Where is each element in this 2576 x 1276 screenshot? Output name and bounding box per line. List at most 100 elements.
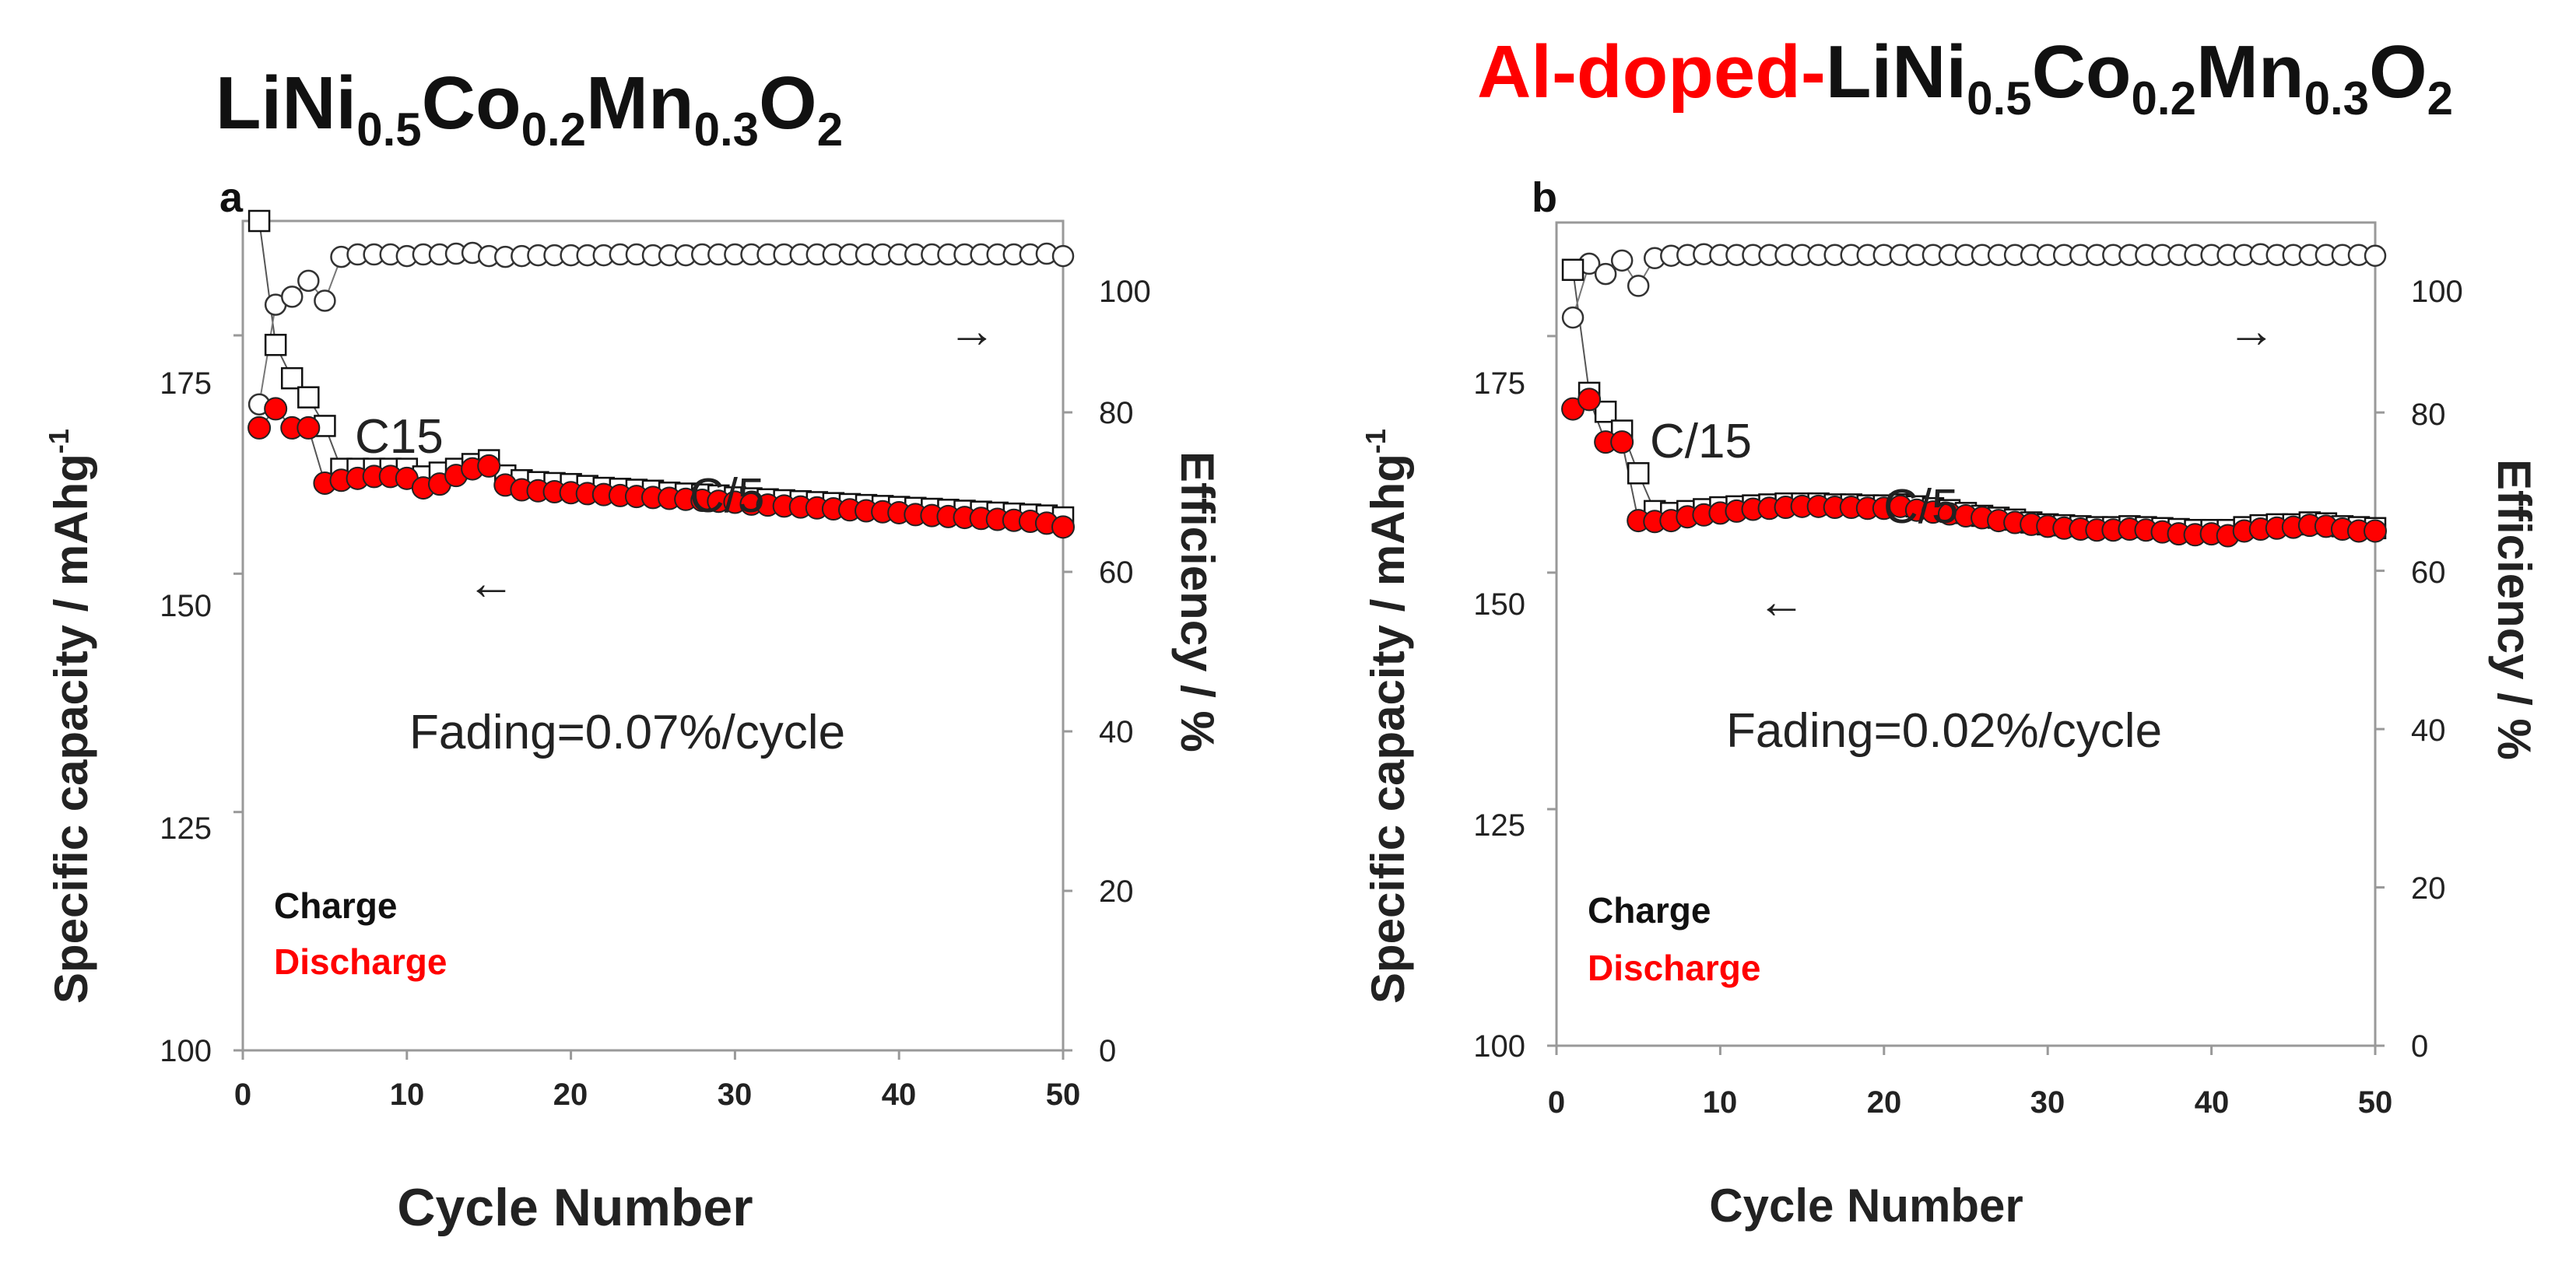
panel-b-charge-point [1627,462,1650,485]
panel-b-discharge-point [2364,519,2387,543]
panel-b-y-right-tick-labels: 0 20 40 60 80 100 [2411,275,2463,1064]
panel-a-title-li: LiNi [216,61,356,145]
panel-b-x-tick-labels: 0 10 20 30 40 50 [1548,1085,2392,1120]
panel-a-chart: LiNi0.5Co0.2Mn0.3O2 a 0 10 20 30 40 50 1… [43,61,1223,1237]
panel-b-y-left-axis-label: Specific capacity / mAhg-1 [1360,429,1414,1004]
panel-b-xtick-10: 10 [1703,1085,1738,1120]
panel-a-annotation-fading: Fading=0.07%/cycle [409,706,845,759]
panel-b-efficiency-point [1627,275,1650,297]
panel-b-ytick-175: 175 [1473,366,1525,401]
panel-b-y-left-label-sup: -1 [1360,429,1392,454]
panel-a-efficiency-point [1051,244,1075,268]
panel-b-title-prefix: Al-doped- [1477,30,1826,114]
panel-b-annotation-fading: Fading=0.02%/cycle [1726,704,2162,758]
panel-a-xtick-50: 50 [1046,1078,1081,1112]
panel-b-label: b [1532,174,1557,221]
panel-a-xtick-0: 0 [234,1078,251,1112]
panel-a-charge-point [297,386,320,408]
panel-b-efficiency-point [1594,262,1617,286]
panel-a-xtick-30: 30 [718,1078,753,1112]
panel-b-rtick-100: 100 [2411,275,2463,309]
panel-a-title-sub1: 0.5 [356,103,421,156]
panel-a-xtick-40: 40 [882,1078,917,1112]
panel-b-title-o: O [2369,30,2427,114]
panel-b-title-sub4: 2 [2427,72,2453,124]
panel-a-legend-discharge: Discharge [274,941,447,982]
panel-b-y-right-axis-label: Efficiency / % [2488,459,2540,760]
panel-b-xtick-20: 20 [1867,1085,1902,1120]
panel-a-xtick-20: 20 [553,1078,588,1112]
panel-a-title: LiNi0.5Co0.2Mn0.3O2 [216,61,843,156]
panel-a-discharge-point [1051,515,1075,539]
panel-a-charge-point [264,334,287,356]
panel-a-plot-frame [241,219,1065,1052]
panel-a-arrow-left: ← [467,556,515,610]
panel-b-data-marks [1547,243,2387,1055]
panel-a-label: a [219,174,244,221]
panel-b-title-mn: Mn [2196,30,2304,114]
panel-a-ytick-175: 175 [160,366,212,401]
panel-b-title-sub2: 0.2 [2132,72,2196,124]
panel-a-rtick-40: 40 [1099,715,1134,749]
panel-b-discharge-point [1578,387,1602,412]
panel-a-rtick-100: 100 [1099,275,1151,309]
panel-a-title-sub2: 0.2 [521,103,586,156]
panel-a-efficiency-line [258,251,1064,405]
panel-b-xtick-40: 40 [2195,1085,2230,1120]
panel-a-y-left-axis-label: Specific capacity / mAhg-1 [43,429,97,1004]
panel-b-arrow-left: ← [1757,575,1806,629]
panel-a-arrow-right: → [948,304,996,358]
panel-b-rtick-0: 0 [2411,1029,2428,1064]
panel-a-discharge-point [297,415,321,440]
panel-b-charge-point [1561,258,1585,282]
panel-a-x-tick-labels: 0 10 20 30 40 50 [234,1078,1080,1112]
panel-a-efficiency-point [314,289,336,312]
panel-a-x-axis-label: Cycle Number [397,1178,753,1237]
panel-b-title-li: LiNi [1826,30,1967,114]
panel-b-rtick-20: 20 [2411,871,2446,906]
panel-a-efficiency-point [280,286,304,308]
panel-a-annotation-rate: C/5 [690,469,764,523]
panel-a-title-co: Co [422,61,521,145]
panel-a-data-marks [233,209,1075,1060]
panel-a-rtick-80: 80 [1099,396,1134,430]
panel-b-ytick-150: 150 [1473,587,1525,622]
panel-b-ytick-100: 100 [1473,1029,1525,1064]
panel-a-rtick-60: 60 [1099,556,1134,590]
panel-a-ytick-100: 100 [160,1034,212,1068]
panel-a-annotation-initial-rate: C15 [355,410,444,464]
panel-b-arrow-right: → [2227,304,2276,358]
panel-a-rtick-0: 0 [1099,1034,1116,1068]
panel-a-discharge-point [264,397,288,421]
panel-a-efficiency-point [297,269,320,293]
panel-a-y-left-label-text: Specific capacity / mAhg [45,454,97,1004]
panel-b-x-axis-label: Cycle Number [1709,1180,2023,1232]
panel-b-xtick-0: 0 [1548,1085,1565,1120]
panel-b-legend-charge: Charge [1588,890,1711,931]
panel-b-title-co: Co [2032,30,2132,114]
panel-b-title-sub1: 0.5 [1967,72,2031,124]
panel-b-y-left-label-text: Specific capacity / mAhg [1362,454,1414,1004]
panel-b-xtick-30: 30 [2030,1085,2065,1120]
panel-b-annotation-initial-rate: C/15 [1650,415,1752,468]
panel-a-title-sub4: 2 [817,103,843,156]
panel-a-ytick-150: 150 [160,589,212,623]
panel-a-title-sub3: 0.3 [694,103,759,156]
panel-b-xtick-50: 50 [2358,1085,2393,1120]
panel-b-rtick-40: 40 [2411,713,2446,748]
panel-b-title-sub3: 0.3 [2304,72,2369,124]
panel-a-title-mn: Mn [586,61,694,145]
panel-b-efficiency-point [1561,306,1585,329]
panel-b-efficiency-point [2364,244,2387,267]
panel-a-ytick-125: 125 [160,812,212,846]
panel-a-xtick-10: 10 [390,1078,425,1112]
panel-b-ytick-125: 125 [1473,808,1525,843]
panel-b-axis-ticks [1547,253,2385,1055]
panel-a-axis-ticks [233,251,1072,1060]
panel-b-rtick-80: 80 [2411,398,2446,432]
panel-b-title: Al-doped-LiNi0.5Co0.2Mn0.3O2 [1477,30,2453,124]
panel-b-legend-discharge: Discharge [1588,948,1760,988]
panel-b-y-left-tick-labels: 100 125 150 175 [1473,366,1525,1064]
panel-a-rtick-20: 20 [1099,875,1134,909]
